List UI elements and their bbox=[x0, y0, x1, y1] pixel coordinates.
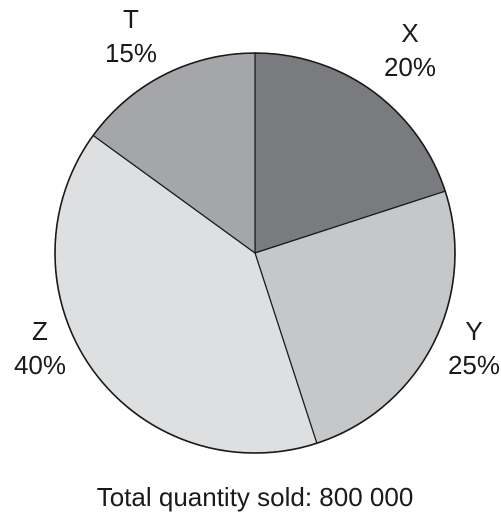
slice-percent-x: 20% bbox=[384, 52, 436, 82]
pie-labels: X 20% Y 25% Z 40% T 15% bbox=[14, 4, 500, 380]
pie-slices bbox=[54, 52, 456, 454]
pie-outline bbox=[54, 52, 456, 454]
slice-label-t: T bbox=[123, 4, 139, 34]
slice-label-x: X bbox=[401, 18, 418, 48]
slice-label-y: Y bbox=[465, 316, 482, 346]
chart-caption: Total quantity sold: 800 000 bbox=[97, 482, 414, 512]
slice-label-z: Z bbox=[32, 316, 48, 346]
slice-percent-z: 40% bbox=[14, 350, 66, 380]
slice-percent-y: 25% bbox=[448, 350, 500, 380]
slice-percent-t: 15% bbox=[105, 38, 157, 68]
